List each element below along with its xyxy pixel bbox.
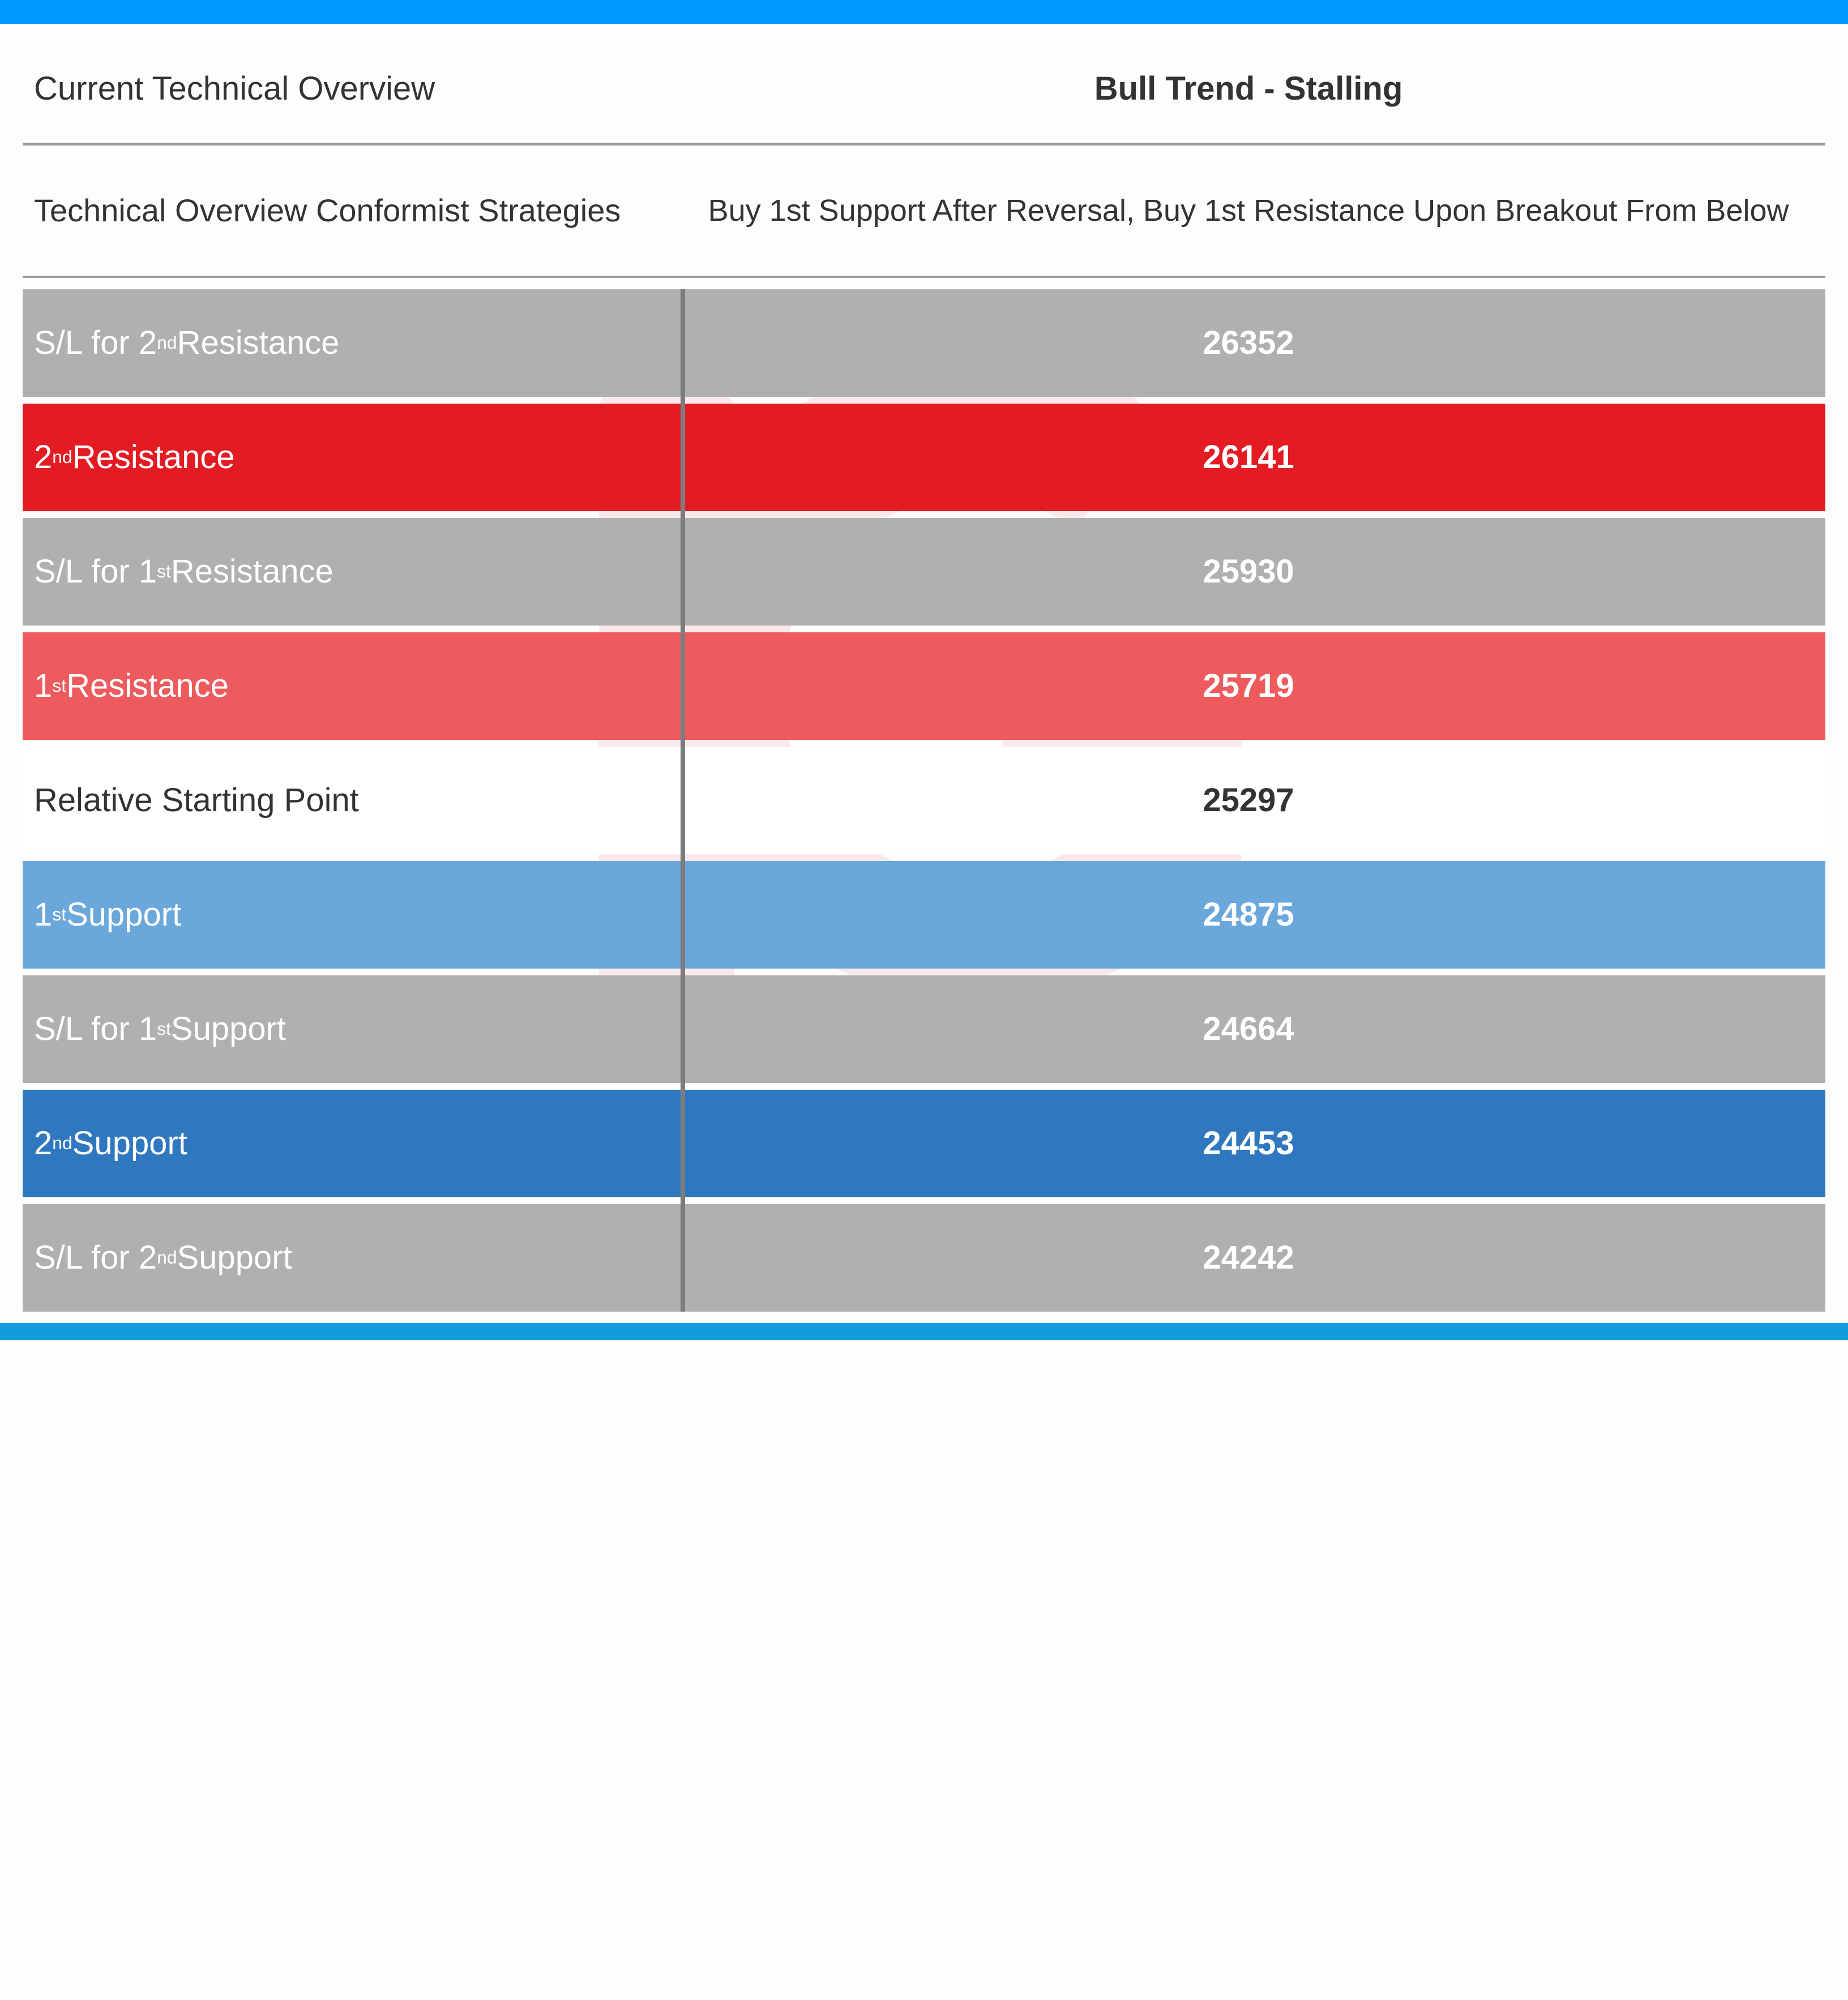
table-row: 2nd Resistance26141 (23, 404, 1825, 511)
row-value: 25719 (671, 632, 1825, 740)
table-row: Relative Starting Point25297 (23, 747, 1825, 854)
table-row: S/L for 1st Support24664 (23, 975, 1825, 1083)
row-gap (23, 626, 1825, 632)
row-gap (23, 397, 1825, 404)
row-label: S/L for 1st Support (23, 975, 671, 1083)
table-row: S/L for 2nd Support24242 (23, 1204, 1825, 1312)
table-row: S/L for 1st Resistance25930 (23, 518, 1825, 626)
row-label: 2nd Resistance (23, 404, 671, 511)
table-row: 2nd Support24453 (23, 1090, 1825, 1197)
row-gap (23, 1197, 1825, 1204)
overview-table: Current Technical Overview Bull Trend - … (0, 24, 1848, 1323)
row-gap (23, 511, 1825, 518)
row-gap (23, 740, 1825, 747)
bottom-accent-bar (0, 1323, 1848, 1340)
row-value: 24242 (671, 1204, 1825, 1312)
header1-value: Bull Trend - Stalling (671, 35, 1825, 143)
header2-value: Buy 1st Support After Reversal, Buy 1st … (671, 145, 1825, 276)
row-label: 1st Resistance (23, 632, 671, 740)
row-label: S/L for 2nd Resistance (23, 289, 671, 397)
row-value: 25297 (671, 747, 1825, 854)
row-value: 24664 (671, 975, 1825, 1083)
data-rows-block: S/L for 2nd Resistance263522nd Resistanc… (23, 289, 1825, 1312)
row-gap (23, 1083, 1825, 1090)
technical-overview-card: Current Technical Overview Bull Trend - … (0, 0, 1848, 1340)
row-value: 26352 (671, 289, 1825, 397)
table-row: 1st Resistance25719 (23, 632, 1825, 740)
row-label: S/L for 2nd Support (23, 1204, 671, 1312)
row-gap (23, 969, 1825, 975)
row-label: 2nd Support (23, 1090, 671, 1197)
row-value: 24453 (671, 1090, 1825, 1197)
row-gap (23, 854, 1825, 861)
top-accent-bar (0, 0, 1848, 24)
header-row-2: Technical Overview Conformist Strategies… (23, 145, 1825, 276)
header1-label: Current Technical Overview (23, 35, 671, 143)
header2-label: Technical Overview Conformist Strategies (23, 145, 671, 276)
row-value: 26141 (671, 404, 1825, 511)
table-row: 1st Support24875 (23, 861, 1825, 969)
row-value: 24875 (671, 861, 1825, 969)
row-label: 1st Support (23, 861, 671, 969)
table-row: S/L for 2nd Resistance26352 (23, 289, 1825, 397)
row-label: Relative Starting Point (23, 747, 671, 854)
header-row-1: Current Technical Overview Bull Trend - … (23, 35, 1825, 143)
center-divider (681, 289, 685, 1312)
row-label: S/L for 1st Resistance (23, 518, 671, 626)
row-value: 25930 (671, 518, 1825, 626)
